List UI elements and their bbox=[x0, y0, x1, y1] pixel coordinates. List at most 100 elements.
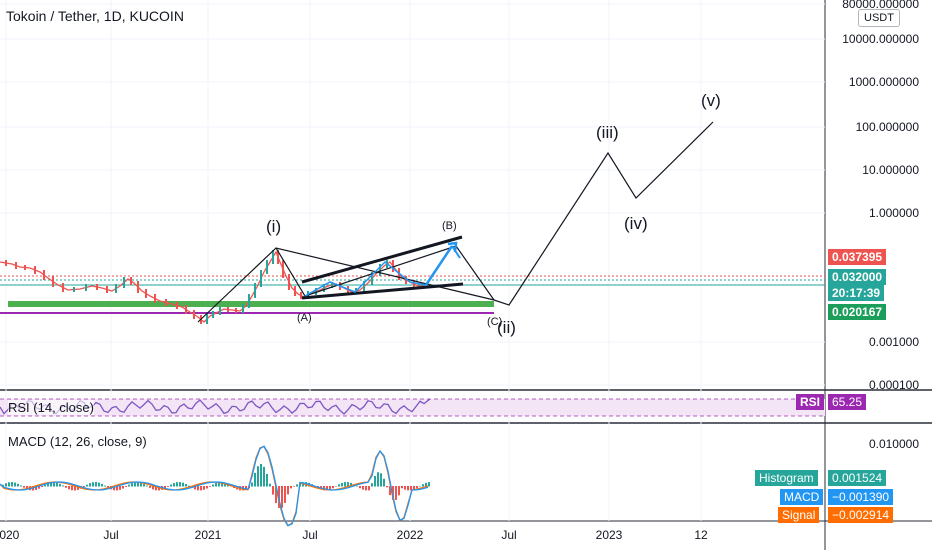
price-tick-label: 1.000000 bbox=[869, 206, 919, 220]
candle bbox=[115, 284, 117, 293]
candle bbox=[227, 307, 229, 312]
macd-histogram-bar bbox=[95, 482, 97, 487]
macd-histogram-bar bbox=[212, 484, 214, 487]
candle bbox=[212, 311, 214, 318]
macd-histogram-bar bbox=[377, 472, 379, 487]
macd-histogram-bar bbox=[365, 486, 367, 491]
candle bbox=[165, 299, 167, 306]
macd-histogram-bar bbox=[11, 482, 13, 487]
candle bbox=[331, 282, 333, 288]
macd-histogram-bar bbox=[335, 486, 337, 487]
candle bbox=[34, 266, 36, 274]
price-tag-support: 0.020167 bbox=[828, 304, 887, 320]
candle bbox=[277, 250, 279, 264]
candle bbox=[206, 314, 208, 324]
candle bbox=[288, 274, 290, 290]
macd-histogram-bar bbox=[182, 482, 184, 487]
wave-label-iii: (iii) bbox=[596, 123, 619, 142]
macd-histogram-bar bbox=[185, 483, 187, 487]
macd-histogram-bar bbox=[5, 483, 7, 487]
macd-histogram-bar bbox=[146, 485, 148, 487]
abc-correction-path bbox=[275, 245, 495, 301]
wave-label-C: (C) bbox=[487, 316, 502, 328]
candle bbox=[43, 270, 45, 280]
macd-histogram-bar bbox=[155, 486, 157, 491]
macd-histogram-bar bbox=[407, 486, 409, 491]
macd-histogram-bar bbox=[272, 486, 274, 495]
macd-histogram-bar bbox=[122, 486, 124, 489]
macd-histogram-bar bbox=[245, 486, 247, 490]
macd-histogram-bar bbox=[269, 483, 271, 487]
macd-histogram-bar bbox=[89, 483, 91, 487]
macd-histogram-bar bbox=[125, 486, 127, 487]
price-tick-label: 0.001000 bbox=[869, 335, 919, 349]
wave-label-A: (A) bbox=[297, 312, 312, 324]
candle bbox=[254, 283, 256, 298]
macd-histogram-bar bbox=[116, 486, 118, 491]
time-tick-label: 2020 bbox=[0, 528, 20, 542]
macd-histogram-bar bbox=[410, 486, 412, 491]
rsi-value-tag: 65.25 bbox=[828, 394, 867, 410]
macd-histogram-bar bbox=[50, 482, 52, 487]
candle bbox=[15, 262, 17, 269]
channel-lower-line bbox=[301, 282, 464, 300]
macd-histogram-bar bbox=[221, 482, 223, 487]
wave-label-ii: (ii) bbox=[497, 318, 516, 337]
macd-histogram-bar bbox=[401, 486, 403, 489]
candle bbox=[371, 272, 373, 285]
candle bbox=[379, 264, 381, 276]
macd-histogram-bar bbox=[404, 486, 406, 490]
rsi-tag: RSI bbox=[796, 394, 825, 410]
macd-histogram-bar bbox=[326, 486, 328, 491]
price-tag-current: 0.032000 bbox=[828, 269, 887, 285]
projection-arrow bbox=[424, 245, 454, 286]
candle bbox=[106, 286, 108, 293]
macd-histogram-bar bbox=[251, 482, 253, 487]
macd-histogram-bar bbox=[386, 486, 388, 488]
macd-histogram-bar bbox=[179, 482, 181, 487]
candle bbox=[235, 308, 237, 313]
candle bbox=[123, 277, 125, 288]
macd-histogram-bar bbox=[131, 483, 133, 487]
macd-histogram-bar bbox=[194, 486, 196, 490]
symbol-title: Tokoin / Tether, 1D, KUCOIN bbox=[6, 8, 184, 24]
macd-histogram-bar bbox=[254, 472, 256, 487]
macd-histogram-bar bbox=[20, 485, 22, 487]
candle bbox=[130, 277, 132, 285]
macd-axis-tick: 0.010000 bbox=[869, 437, 919, 451]
candle bbox=[219, 307, 221, 315]
macd-histogram-bar bbox=[395, 486, 397, 500]
macd-histogram-bar bbox=[83, 486, 85, 487]
macd-histogram-bar bbox=[26, 486, 28, 490]
macd-histogram-bar bbox=[419, 485, 421, 487]
macd-histogram-bar bbox=[374, 475, 376, 487]
macd-histogram-bar bbox=[164, 486, 166, 489]
macd-histogram-bar bbox=[362, 486, 364, 490]
candle bbox=[5, 260, 7, 266]
macd-histogram-bar bbox=[152, 486, 154, 490]
projection-arrowhead bbox=[447, 241, 458, 253]
macd-histogram-bar bbox=[200, 486, 202, 491]
macd-histogram-bar bbox=[398, 486, 400, 496]
macd-histogram-bar bbox=[203, 486, 205, 490]
price-tick-label: 100.000000 bbox=[856, 120, 920, 134]
macd-histogram-bar bbox=[8, 482, 10, 487]
price-tick-label: 1000.000000 bbox=[849, 75, 919, 89]
macd-histogram-bar bbox=[137, 482, 139, 487]
macd-histogram-bar bbox=[293, 486, 295, 487]
macd-histogram-bar bbox=[392, 486, 394, 500]
macd-histogram-bar bbox=[173, 483, 175, 487]
macd-histogram-bar bbox=[287, 486, 289, 495]
currency-button[interactable]: USDT bbox=[858, 9, 900, 27]
wave-label-iv: (iv) bbox=[624, 214, 648, 233]
macd-histogram-bar bbox=[104, 485, 106, 487]
candle bbox=[363, 281, 365, 292]
candle bbox=[405, 276, 407, 284]
macd-histogram-bar bbox=[215, 483, 217, 487]
macd-histogram-bar bbox=[383, 478, 385, 487]
candle bbox=[52, 276, 54, 287]
macd-histogram-bar bbox=[119, 486, 121, 490]
histogram-tag: Histogram bbox=[755, 470, 818, 486]
